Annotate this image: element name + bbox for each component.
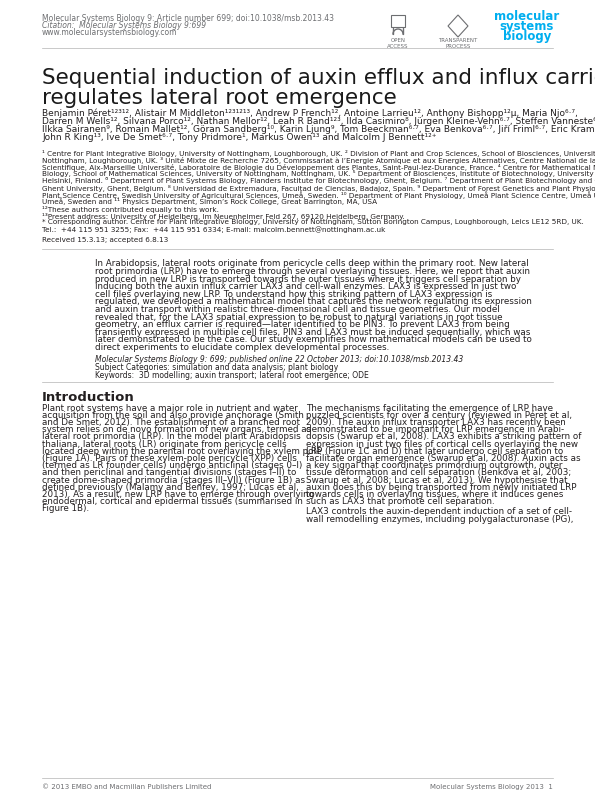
Text: cell files overlaying new LRP. To understand how this striking pattern of LAX3 e: cell files overlaying new LRP. To unders…: [95, 290, 492, 299]
Text: Tel.:  +44 115 951 3255; Fax:  +44 115 951 6334; E-mail: malcolm.bennett@notting: Tel.: +44 115 951 3255; Fax: +44 115 951…: [42, 226, 386, 233]
Text: John R King¹³, Ive De Smet⁶·⁷, Tony Pridmore¹, Markus Owen¹³ and Malcolm J Benne: John R King¹³, Ive De Smet⁶·⁷, Tony Prid…: [42, 133, 437, 142]
Text: LRP (Figure 1C and D) that later undergo cell separation to: LRP (Figure 1C and D) that later undergo…: [306, 447, 563, 456]
Text: acquisition from the soil and also provide anchorage (Smith: acquisition from the soil and also provi…: [42, 410, 304, 420]
Text: wall remodelling enzymes, including polygalacturonase (PG),: wall remodelling enzymes, including poly…: [306, 515, 574, 523]
Text: transiently expressed in multiple cell files, PIN3 and LAX3 must be induced sequ: transiently expressed in multiple cell f…: [95, 328, 530, 337]
Text: * Corresponding author. Centre for Plant Integrative Biology, University of Nott: * Corresponding author. Centre for Plant…: [42, 219, 584, 225]
Text: thaliana, lateral roots (LR) originate from pericycle cells: thaliana, lateral roots (LR) originate f…: [42, 440, 287, 449]
Text: Citation:  Molecular Systems Biology 9:699: Citation: Molecular Systems Biology 9:69…: [42, 21, 206, 30]
Text: 2013). As a result, new LRP have to emerge through overlying: 2013). As a result, new LRP have to emer…: [42, 490, 314, 499]
Text: Benjamin Péret¹²³¹², Alistair M Middleton¹²³¹²¹³, Andrew P French¹², Antoine Lar: Benjamin Péret¹²³¹², Alistair M Middleto…: [42, 108, 578, 118]
Text: Keywords:  3D modelling; auxin transport; lateral root emergence; ODE: Keywords: 3D modelling; auxin transport;…: [95, 371, 369, 380]
Text: Ilkka Sairanen⁹, Romain Mallet¹², Göran Sandberg¹⁰, Karin Ljung⁹, Tom Beeckman⁶·: Ilkka Sairanen⁹, Romain Mallet¹², Göran …: [42, 125, 595, 134]
Text: geometry, an efflux carrier is required—later identified to be PIN3. To prevent : geometry, an efflux carrier is required—…: [95, 320, 510, 330]
Text: Figure 1B).: Figure 1B).: [42, 504, 89, 514]
Text: facilitate organ emergence (Swarup et al, 2008). Auxin acts as: facilitate organ emergence (Swarup et al…: [306, 454, 581, 463]
Text: defined previously (Malamy and Benfey, 1997; Lucas et al,: defined previously (Malamy and Benfey, 1…: [42, 483, 299, 491]
Text: dopsis (Swarup et al, 2008). LAX3 exhibits a striking pattern of: dopsis (Swarup et al, 2008). LAX3 exhibi…: [306, 433, 581, 441]
Text: Scientifique, Aix-Marseille Université, Laboratoire de Biologie du Développement: Scientifique, Aix-Marseille Université, …: [42, 164, 595, 171]
Text: Ghent University, Ghent, Belgium. ⁸ Universidad de Extremadura, Facultad de Cien: Ghent University, Ghent, Belgium. ⁸ Univ…: [42, 184, 595, 191]
Text: inducing both the auxin influx carrier LAX3 and cell-wall enzymes. LAX3 is expre: inducing both the auxin influx carrier L…: [95, 282, 516, 291]
Text: such as LAX3 that promote cell separation.: such as LAX3 that promote cell separatio…: [306, 497, 494, 507]
Text: © 2013 EMBO and Macmillan Publishers Limited: © 2013 EMBO and Macmillan Publishers Lim…: [42, 784, 211, 790]
Text: regulated, we developed a mathematical model that captures the network regulatin: regulated, we developed a mathematical m…: [95, 298, 532, 306]
Text: Darren M Wells¹², Silvana Porco¹², Nathan Mellor¹², Leah R Band¹²³, Ilda Casimir: Darren M Wells¹², Silvana Porco¹², Natha…: [42, 117, 595, 125]
Text: Subject Categories: simulation and data analysis; plant biology: Subject Categories: simulation and data …: [95, 363, 338, 372]
Text: demonstrated to be important for LRP emergence in Arabi-: demonstrated to be important for LRP eme…: [306, 426, 564, 434]
Text: 2009). The auxin influx transporter LAX3 has recently been: 2009). The auxin influx transporter LAX3…: [306, 418, 566, 427]
Text: direct experiments to elucidate complex developmental processes.: direct experiments to elucidate complex …: [95, 343, 389, 352]
Text: Introduction: Introduction: [42, 391, 134, 403]
Text: endodermal, cortical and epidermal tissues (summarised in: endodermal, cortical and epidermal tissu…: [42, 497, 303, 507]
Text: create dome-shaped primordia (stages III–VII) (Figure 1B) as: create dome-shaped primordia (stages III…: [42, 476, 305, 484]
Text: LAX3 controls the auxin-dependent induction of a set of cell-: LAX3 controls the auxin-dependent induct…: [306, 507, 572, 516]
Text: tissue deformation and cell separation (Benkova et al, 2003;: tissue deformation and cell separation (…: [306, 468, 571, 477]
Text: OPEN
ACCESS: OPEN ACCESS: [387, 38, 409, 48]
Text: located deep within the parental root overlaying the xylem pole: located deep within the parental root ov…: [42, 447, 321, 456]
Text: Molecular Systems Biology 9: 699; published online 22 October 2013; doi:10.1038/: Molecular Systems Biology 9: 699; publis…: [95, 355, 464, 364]
Text: produced in new LRP is transported towards the outer tissues where it triggers c: produced in new LRP is transported towar…: [95, 275, 521, 283]
Text: a key signal that coordinates primordium outgrowth, outer: a key signal that coordinates primordium…: [306, 461, 562, 470]
Text: ¹ Centre for Plant Integrative Biology, University of Nottingham, Loughborough, : ¹ Centre for Plant Integrative Biology, …: [42, 150, 595, 157]
Text: Molecular Systems Biology 9: Article number 699; doi:10.1038/msb.2013.43: Molecular Systems Biology 9: Article num…: [42, 14, 334, 23]
Text: Plant Science Centre, Swedish University of Agricultural Sciences, Umeå, Sweden.: Plant Science Centre, Swedish University…: [42, 191, 595, 198]
Text: ¹²These authors contributed equally to this work.: ¹²These authors contributed equally to t…: [42, 206, 219, 214]
Text: Umeå, Sweden and ¹¹ Physics Department, Simon’s Rock College, Great Barrington, : Umeå, Sweden and ¹¹ Physics Department, …: [42, 198, 377, 206]
Text: auxin does this by being transported from newly initiated LRP: auxin does this by being transported fro…: [306, 483, 577, 491]
Text: Sequential induction of auxin efflux and influx carriers: Sequential induction of auxin efflux and…: [42, 68, 595, 88]
Text: biology: biology: [503, 30, 551, 43]
Text: Molecular Systems Biology 2013  1: Molecular Systems Biology 2013 1: [430, 784, 553, 790]
Text: Biology, School of Mathematical Sciences, University of Nottingham, Nottingham, : Biology, School of Mathematical Sciences…: [42, 171, 595, 177]
Text: system relies on de novo formation of new organs, termed as: system relies on de novo formation of ne…: [42, 426, 311, 434]
Text: and auxin transport within realistic three-dimensional cell and tissue geometrie: and auxin transport within realistic thr…: [95, 305, 500, 314]
Text: and then periclinal and tangential divisions (stages I–II) to: and then periclinal and tangential divis…: [42, 468, 296, 477]
Text: molecular: molecular: [494, 10, 560, 23]
Text: ¹³Present address: University of Heidelberg, Im Neuenheimer Feld 267, 69120 Heid: ¹³Present address: University of Heidelb…: [42, 213, 405, 220]
Text: regulates lateral root emergence: regulates lateral root emergence: [42, 88, 397, 108]
Text: In Arabidopsis, lateral roots originate from pericycle cells deep within the pri: In Arabidopsis, lateral roots originate …: [95, 260, 529, 268]
Text: later demonstrated to be the case. Our study exemplifies how mathematical models: later demonstrated to be the case. Our s…: [95, 335, 532, 345]
Text: Swarup et al, 2008; Lucas et al, 2013). We hypothesise that: Swarup et al, 2008; Lucas et al, 2013). …: [306, 476, 568, 484]
Text: and De Smet, 2012). The establishment of a branched root: and De Smet, 2012). The establishment of…: [42, 418, 300, 427]
Text: towards cells in overlaying tissues, where it induces genes: towards cells in overlaying tissues, whe…: [306, 490, 563, 499]
Text: www.molecularsystemsbiology.com: www.molecularsystemsbiology.com: [42, 28, 177, 37]
Text: lateral root primordia (LRP). In the model plant Arabidopsis: lateral root primordia (LRP). In the mod…: [42, 433, 300, 441]
Text: expression in just two files of cortical cells overlaying the new: expression in just two files of cortical…: [306, 440, 578, 449]
Text: TRANSPARENT
PROCESS: TRANSPARENT PROCESS: [439, 38, 478, 48]
Text: root primordia (LRP) have to emerge through several overlaying tissues. Here, we: root primordia (LRP) have to emerge thro…: [95, 267, 530, 276]
Text: (Figure 1A). Pairs of these xylem-pole pericycle (XPP) cells: (Figure 1A). Pairs of these xylem-pole p…: [42, 454, 297, 463]
Text: Plant root systems have a major role in nutrient and water: Plant root systems have a major role in …: [42, 403, 298, 413]
Text: systems: systems: [500, 20, 554, 33]
Text: Nottingham, Loughborough, UK. ³ Unité Mixte de Recherche 7265, Commissariat à l’: Nottingham, Loughborough, UK. ³ Unité Mi…: [42, 156, 595, 164]
Text: (termed as LR founder cells) undergo anticlinal (stages 0–I): (termed as LR founder cells) undergo ant…: [42, 461, 302, 470]
Text: The mechanisms facilitating the emergence of LRP have: The mechanisms facilitating the emergenc…: [306, 403, 553, 413]
Text: Helsinki, Finland. ⁶ Department of Plant Systems Biology, Flanders Institute for: Helsinki, Finland. ⁶ Department of Plant…: [42, 177, 595, 184]
Text: Received 15.3.13; accepted 6.8.13: Received 15.3.13; accepted 6.8.13: [42, 237, 168, 244]
Text: revealed that, for the LAX3 spatial expression to be robust to natural variation: revealed that, for the LAX3 spatial expr…: [95, 313, 503, 322]
Text: puzzled scientists for over a century (reviewed in Péret et al,: puzzled scientists for over a century (r…: [306, 410, 572, 420]
